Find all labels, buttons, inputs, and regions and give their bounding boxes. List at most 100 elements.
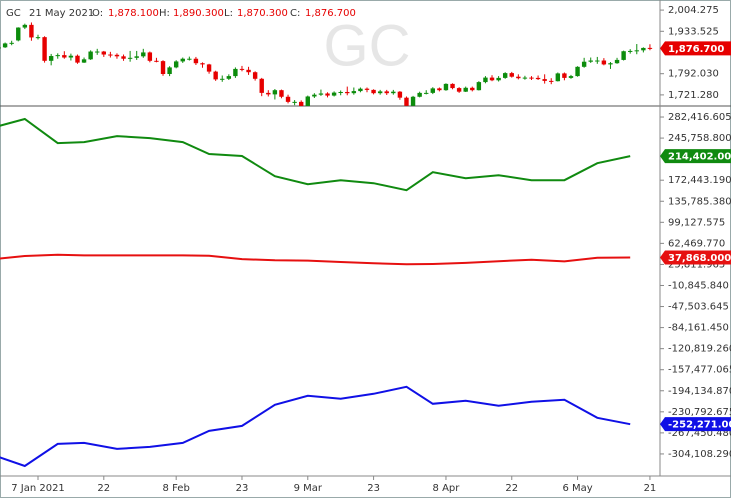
candle-body xyxy=(483,77,488,83)
candle-body xyxy=(568,76,574,78)
x-tick-label: 21 xyxy=(644,483,657,494)
x-tick-label: 22 xyxy=(505,483,518,494)
candle-body xyxy=(147,52,153,61)
candle-body xyxy=(259,78,264,93)
candle-body xyxy=(200,63,205,65)
candle-body xyxy=(404,97,409,106)
candle-body xyxy=(246,69,251,73)
series-line xyxy=(0,253,631,266)
l-label: L: xyxy=(224,8,233,19)
candle-body xyxy=(272,90,278,95)
candle-body xyxy=(358,88,363,92)
candle-body xyxy=(535,77,541,80)
c-value: 1,876.700 xyxy=(305,8,356,19)
h-value: 1,890.300 xyxy=(173,8,224,19)
last-value-label: 214,402.000 xyxy=(668,152,731,163)
candle-body xyxy=(463,87,468,92)
last-value-label: 1,876.700 xyxy=(668,44,724,55)
candle-body xyxy=(509,73,514,77)
candle-body xyxy=(55,55,60,57)
candle-body xyxy=(81,59,87,63)
x-tick-label: 23 xyxy=(367,483,380,494)
candle-body xyxy=(595,60,600,62)
candle-body xyxy=(443,83,449,91)
candle-body xyxy=(397,91,403,98)
watermark: GC xyxy=(324,13,411,78)
candle-body xyxy=(121,56,126,59)
last-value-tag xyxy=(660,149,731,164)
candle-body xyxy=(285,96,291,102)
x-tick-label: 9 Mar xyxy=(294,483,323,494)
candle-body xyxy=(62,55,67,58)
candle-body xyxy=(127,57,133,59)
y-tick-label: -157,477.065 xyxy=(668,365,731,376)
candle-body xyxy=(424,92,429,94)
candle-body xyxy=(384,91,389,94)
candle-body xyxy=(489,77,495,81)
y-tick-label: 245,758.800 xyxy=(668,133,731,144)
x-tick-label: 6 May xyxy=(562,483,592,494)
candle-body xyxy=(266,92,271,95)
y-tick-label: 135,785.380 xyxy=(668,196,731,207)
candle-body xyxy=(555,73,561,82)
y-tick-label: -230,792.675 xyxy=(668,407,731,418)
candle-body xyxy=(173,61,179,68)
candle-body xyxy=(101,51,106,55)
candle-body xyxy=(252,72,258,79)
candle-body xyxy=(430,88,435,93)
y-tick-label: -194,134.870 xyxy=(668,386,731,397)
candle-body xyxy=(213,71,218,80)
candle-body xyxy=(220,78,225,80)
candle-body xyxy=(621,51,626,60)
candle-body xyxy=(628,50,633,52)
last-value-tag xyxy=(660,417,731,432)
candle-body xyxy=(35,37,41,39)
y-tick-label: 172,443.190 xyxy=(668,175,731,186)
x-tick-label: 23 xyxy=(236,483,249,494)
y-tick-label: -84,161.450 xyxy=(668,323,729,334)
last-value-tag xyxy=(660,41,731,56)
candle-body xyxy=(331,92,337,96)
candle-body xyxy=(318,93,324,95)
y-tick-label: 2,004.275 xyxy=(668,5,719,16)
candle-body xyxy=(134,56,139,58)
candle-body xyxy=(391,91,396,94)
candle-body xyxy=(233,68,238,77)
candle-body xyxy=(608,63,613,65)
y-tick-label: 25,811.965 xyxy=(668,259,725,270)
candle-body xyxy=(575,66,580,77)
candle-body xyxy=(562,73,567,78)
candle-body xyxy=(88,51,93,60)
candle-body xyxy=(351,91,357,94)
candle-body xyxy=(180,58,185,62)
x-tick-label: 8 Apr xyxy=(433,483,461,494)
candle-body xyxy=(522,77,528,79)
candle-body xyxy=(437,88,442,91)
candle-body xyxy=(167,67,172,75)
candle-body xyxy=(588,60,593,62)
candle-body xyxy=(450,83,455,89)
candle-body xyxy=(338,91,343,93)
candle-body xyxy=(542,79,547,81)
candle-body xyxy=(95,51,100,53)
candle-body xyxy=(305,96,310,106)
last-value-label: -252,271.000 xyxy=(668,420,731,431)
l-value: 1,870.300 xyxy=(237,8,288,19)
y-tick-label: 282,416.605 xyxy=(668,112,731,123)
candle-body xyxy=(614,59,620,64)
y-tick-label: 1,933.525 xyxy=(668,26,719,37)
candle-body xyxy=(0,47,1,49)
y-tick-label: -47,503.645 xyxy=(668,302,729,313)
candle-body xyxy=(496,77,501,81)
y-tick-label: -120,819.260 xyxy=(668,344,731,355)
y-tick-label: -10,845.840 xyxy=(668,280,729,291)
series-line xyxy=(0,117,631,192)
candle-body xyxy=(470,87,475,91)
candle-body xyxy=(292,101,297,103)
candle-body xyxy=(154,60,159,62)
candle-body xyxy=(410,96,416,106)
y-tick-label: -267,450.480 xyxy=(668,428,731,439)
header: GC 21 May 2021 O: 1,878.100 H: 1,890.300… xyxy=(6,8,356,19)
candle-body xyxy=(48,56,54,61)
candle-body xyxy=(22,24,28,28)
